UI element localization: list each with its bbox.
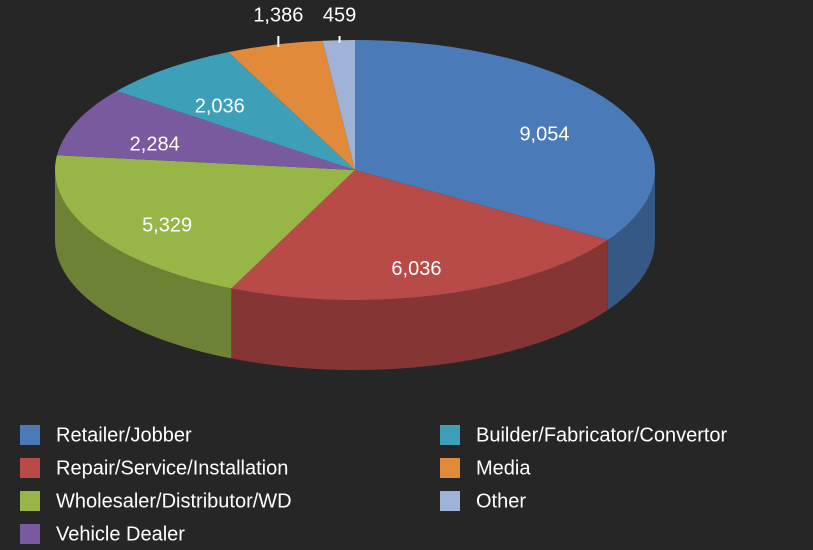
value-label: 2,036 [195, 95, 245, 117]
legend-label: Media [476, 457, 531, 479]
legend-swatch [20, 491, 40, 511]
legend-label: Retailer/Jobber [56, 424, 192, 446]
value-label: 459 [323, 4, 356, 26]
legend-swatch [20, 425, 40, 445]
value-label: 1,386 [253, 4, 303, 26]
chart: 9,054 6,036 5,329 2,284 2,036 1,386 459 Retail… [0, 0, 813, 550]
value-label: 9,054 [519, 123, 569, 145]
pie [55, 40, 655, 300]
legend-swatch [440, 458, 460, 478]
legend-swatch [440, 491, 460, 511]
page: 9,054 6,036 5,329 2,284 2,036 1,386 459 Retail… [0, 0, 813, 550]
legend-swatch [20, 458, 40, 478]
value-label: 5,329 [142, 214, 192, 236]
value-label: 2,284 [130, 133, 180, 155]
legend-swatch [20, 524, 40, 544]
value-label: 6,036 [391, 258, 441, 280]
legend-label: Other [476, 490, 526, 512]
legend-label: Vehicle Dealer [56, 523, 185, 545]
legend-label: Wholesaler/Distributor/WD [56, 490, 292, 512]
legend-label: Builder/Fabricator/Convertor [476, 424, 728, 446]
legend-swatch [440, 425, 460, 445]
legend-label: Repair/Service/Installation [56, 457, 288, 479]
